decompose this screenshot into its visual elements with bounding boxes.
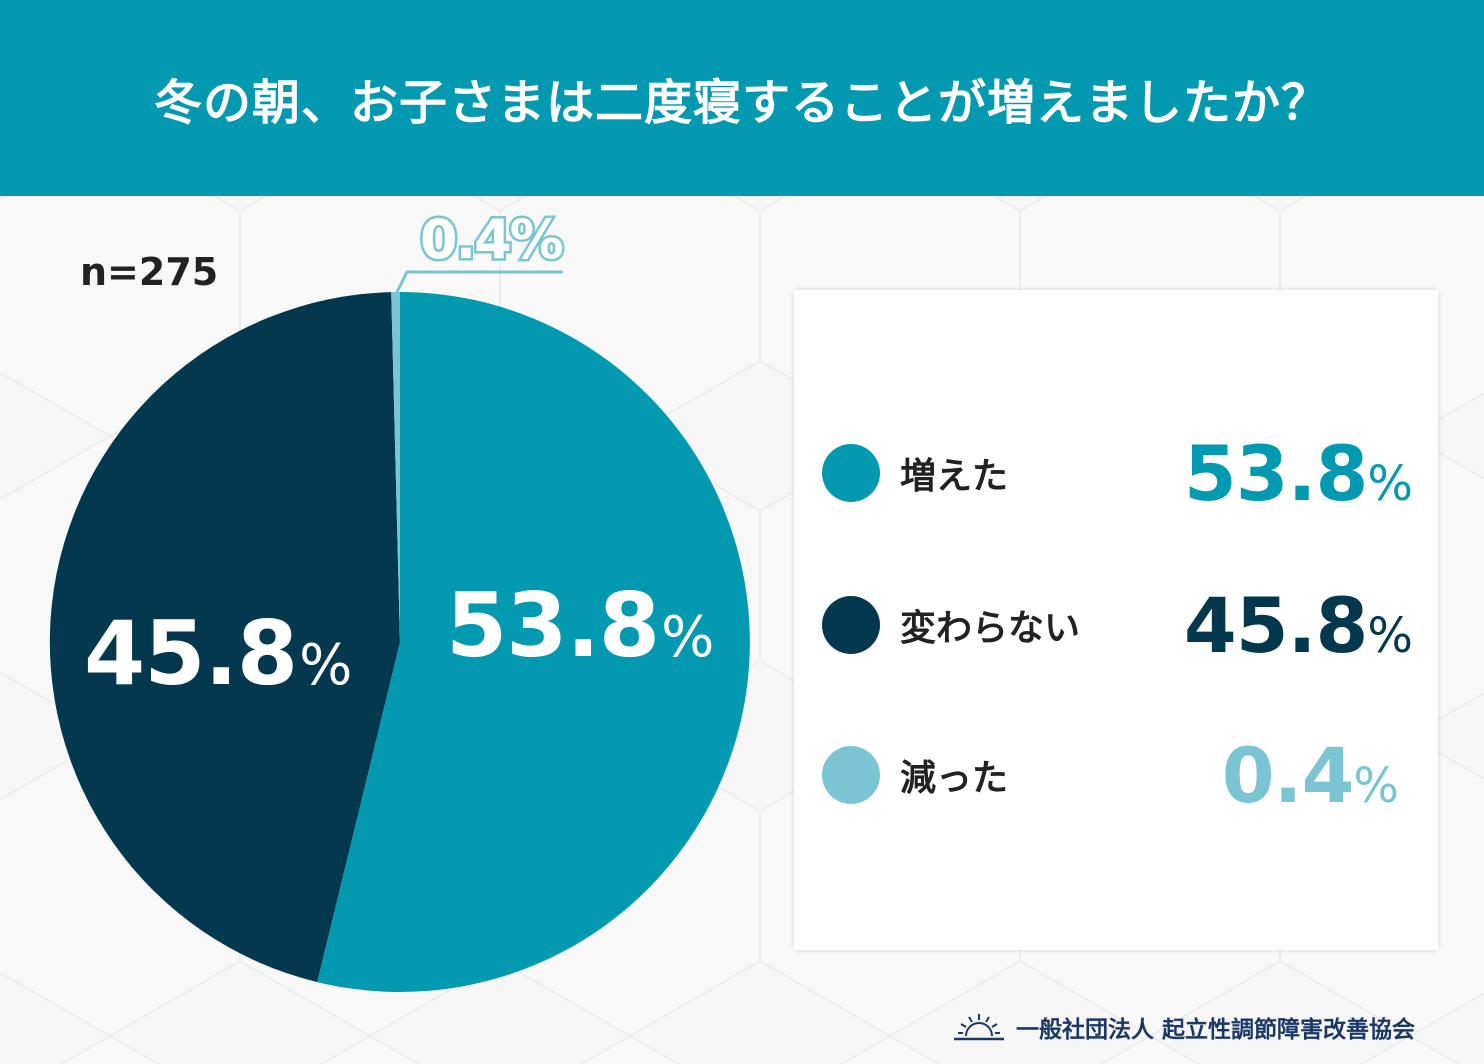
sunrise-icon xyxy=(954,1014,1004,1041)
legend-value-percent: % xyxy=(1353,757,1399,814)
sample-size-label: n=275 xyxy=(80,250,219,294)
title-banner: 冬の朝、お子さまは二度寝することが増えましたか？ xyxy=(0,0,1484,196)
pie-label-unchanged: 45.8% xyxy=(84,602,352,705)
legend-value-number: 53.8 xyxy=(1183,428,1369,518)
legend-value: 0.4% xyxy=(1221,730,1399,820)
legend-label: 増えた xyxy=(900,456,1009,497)
pie-slice-unchanged xyxy=(49,292,400,983)
callout-leader-line xyxy=(395,270,563,293)
pie-label-percent: % xyxy=(299,633,352,698)
legend-item-unchanged: 変わらない 45.8% xyxy=(822,581,1413,670)
pie-slice-increased xyxy=(317,292,750,992)
legend-swatch-icon xyxy=(822,444,880,502)
legend-label: 減った xyxy=(900,758,1009,799)
organization-name: 一般社団法人 起立性調節障害改善協会 xyxy=(1016,1017,1416,1043)
legend-value: 45.8% xyxy=(1183,580,1413,670)
pie-callout-decreased: 0.4% xyxy=(418,206,567,274)
pie-label-value: 45.8 xyxy=(84,602,298,705)
legend-item-increased: 増えた 53.8% xyxy=(822,429,1413,518)
pie-label-value: 53.8 xyxy=(446,574,660,677)
legend-value-percent: % xyxy=(1367,455,1413,512)
pie-slice-decreased xyxy=(391,291,400,642)
legend-swatch-icon xyxy=(822,746,880,804)
legend-swatch-icon xyxy=(822,596,880,654)
pie-label-percent: % xyxy=(661,605,714,670)
legend-label: 変わらない xyxy=(900,608,1081,649)
legend-value-number: 45.8 xyxy=(1183,580,1369,670)
legend-panel: 増えた 53.8% 変わらない 45.8% 減った 0.4% xyxy=(794,290,1438,950)
footer-credit: 一般社団法人 起立性調節障害改善協会 xyxy=(952,1010,1415,1044)
legend-value: 53.8% xyxy=(1183,428,1413,518)
chart-title: 冬の朝、お子さまは二度寝することが増えましたか？ xyxy=(153,75,1330,131)
pie-label-increased: 53.8% xyxy=(446,574,714,677)
legend-item-decreased: 減った 0.4% xyxy=(822,731,1412,820)
pie-chart xyxy=(49,270,750,992)
legend-value-number: 0.4 xyxy=(1221,730,1355,820)
legend-value-percent: % xyxy=(1367,607,1413,664)
